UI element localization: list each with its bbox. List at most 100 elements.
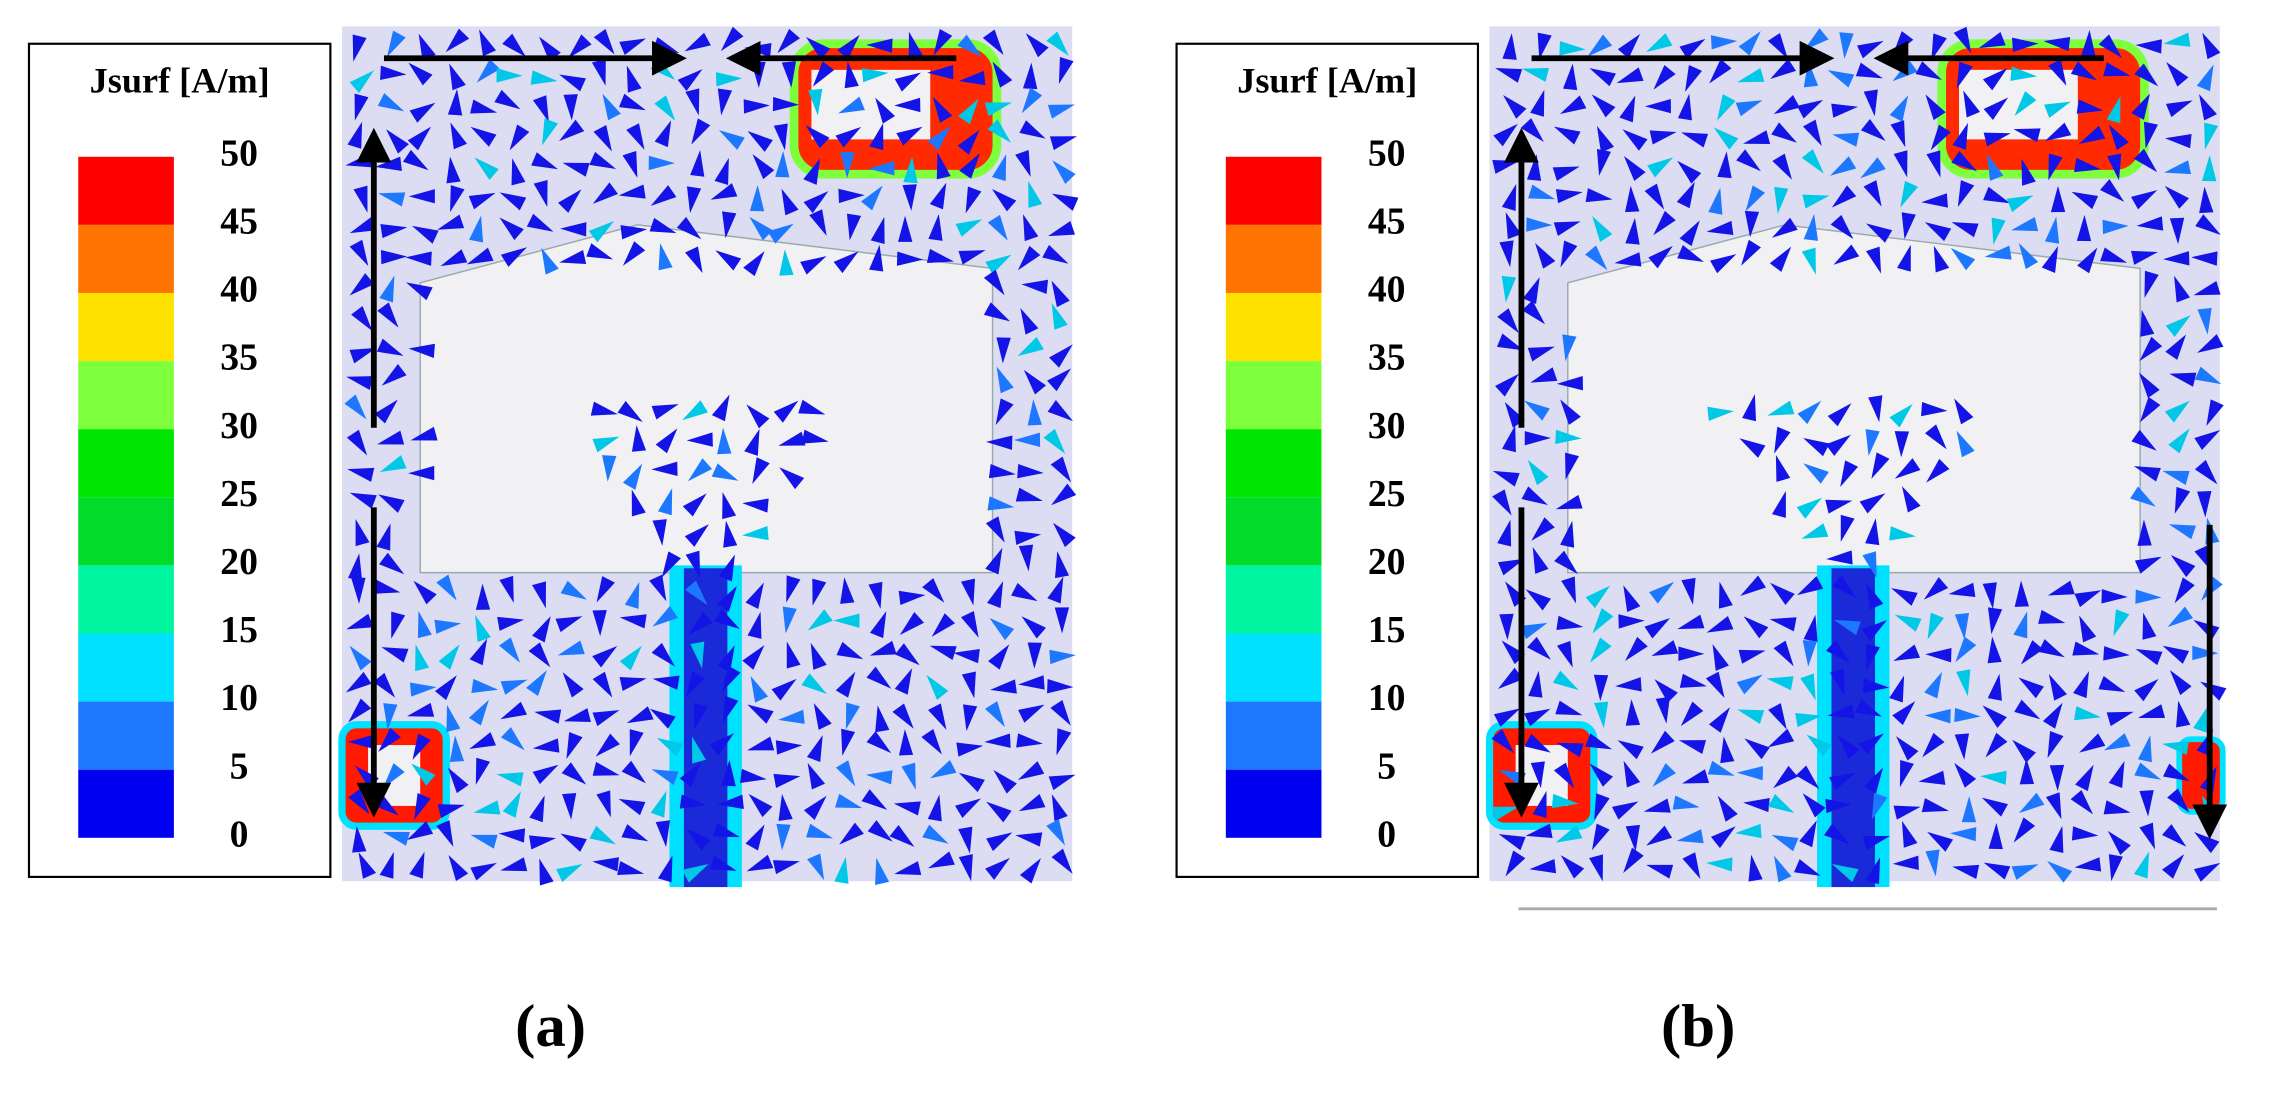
- current-arrow: [2193, 280, 2221, 296]
- current-arrow: [532, 95, 549, 123]
- legend-tick-label: 15: [1368, 609, 1406, 651]
- current-arrow: [2135, 589, 2162, 604]
- legend-tick-label: 0: [230, 813, 249, 855]
- current-arrow: [2162, 854, 2185, 879]
- slot: [419, 224, 994, 574]
- current-arrow: [1681, 769, 1710, 784]
- current-arrow: [685, 550, 701, 578]
- current-arrow: [1925, 849, 1940, 877]
- current-arrow: [1921, 401, 1948, 417]
- current-arrow: [1862, 678, 1890, 693]
- current-arrow: [1797, 400, 1822, 425]
- current-arrow: [530, 70, 558, 85]
- current-arrow: [803, 191, 829, 214]
- current-arrow: [622, 241, 646, 266]
- current-arrow: [376, 523, 391, 551]
- current-arrow: [1830, 156, 1857, 176]
- current-arrow: [1710, 254, 1737, 274]
- current-arrow: [810, 642, 827, 670]
- current-arrow: [1742, 394, 1757, 422]
- current-arrow: [686, 828, 711, 851]
- current-arrow: [1980, 770, 2007, 785]
- current-arrow: [470, 99, 498, 114]
- current-arrow: [1866, 582, 1884, 610]
- current-arrow: [1591, 823, 1610, 851]
- current-arrow: [869, 244, 884, 272]
- current-arrow: [648, 155, 675, 171]
- current-arrow: [865, 770, 893, 785]
- current-arrow: [985, 254, 1012, 275]
- current-arrow: [927, 65, 954, 80]
- current-arrow: [1589, 854, 1604, 882]
- legend-tick-label: 5: [1377, 745, 1396, 787]
- current-arrow: [2162, 824, 2187, 847]
- current-arrow: [626, 706, 654, 724]
- current-arrow: [1046, 31, 1069, 56]
- current-arrow: [717, 645, 735, 672]
- current-arrow: [619, 38, 647, 56]
- current-arrow: [1058, 56, 1074, 84]
- current-arrow: [1644, 183, 1665, 210]
- current-arrow: [1861, 620, 1888, 642]
- current-arrow: [2193, 619, 2220, 640]
- current-arrow: [1924, 708, 1951, 724]
- current-arrow: [560, 580, 587, 600]
- current-arrow: [559, 119, 585, 142]
- current-arrow: [748, 793, 773, 818]
- current-arrow: [2164, 160, 2192, 175]
- current-arrow: [649, 217, 677, 234]
- current-arrow: [2169, 372, 2197, 387]
- current-arrow: [1565, 452, 1579, 480]
- current-arrow: [2197, 334, 2224, 353]
- current-arrow: [1672, 795, 1700, 810]
- current-arrow: [1492, 159, 1520, 174]
- current-arrow: [619, 645, 642, 671]
- current-arrow: [1717, 151, 1732, 179]
- current-arrow: [449, 735, 465, 763]
- current-arrow: [592, 857, 620, 872]
- current-arrow: [2131, 93, 2150, 120]
- current-arrow: [1839, 32, 1854, 59]
- current-arrow: [2079, 733, 2106, 753]
- current-arrow: [959, 153, 980, 179]
- current-arrow: [562, 672, 584, 698]
- current-arrow: [744, 428, 760, 456]
- current-arrow: [445, 28, 470, 53]
- current-arrow: [2168, 428, 2190, 454]
- current-arrow: [960, 578, 976, 606]
- current-arrow: [2048, 59, 2067, 86]
- current-arrow: [2144, 270, 2159, 298]
- current-arrow: [838, 96, 865, 114]
- current-arrow: [889, 825, 915, 847]
- current-arrow: [1889, 526, 1916, 541]
- current-arrow: [1954, 398, 1974, 425]
- current-arrow: [2014, 699, 2041, 720]
- current-arrow: [531, 152, 559, 170]
- current-arrow: [2072, 641, 2100, 656]
- current-arrow: [652, 519, 667, 546]
- current-arrow: [617, 860, 645, 876]
- current-arrow: [1832, 575, 1857, 599]
- current-arrow: [466, 247, 494, 265]
- slot: [1567, 224, 2141, 574]
- current-arrow: [470, 834, 498, 849]
- current-arrow: [469, 215, 484, 243]
- current-arrow: [1505, 850, 1526, 877]
- current-arrow: [2073, 671, 2089, 699]
- current-arrow: [1560, 520, 1575, 548]
- current-arrow: [344, 394, 367, 420]
- current-arrow: [1505, 212, 1522, 240]
- current-arrow: [1596, 148, 1611, 176]
- current-arrow: [687, 458, 713, 482]
- color-band: [78, 156, 174, 225]
- current-arrow: [1801, 523, 1829, 539]
- current-arrow: [1771, 490, 1786, 518]
- current-arrow: [1623, 847, 1644, 874]
- current-arrow: [592, 710, 620, 727]
- current-arrow: [354, 93, 369, 121]
- current-arrow: [1956, 669, 1971, 697]
- current-arrow: [984, 733, 1011, 748]
- current-arrow: [898, 590, 926, 605]
- current-arrow: [2071, 191, 2099, 210]
